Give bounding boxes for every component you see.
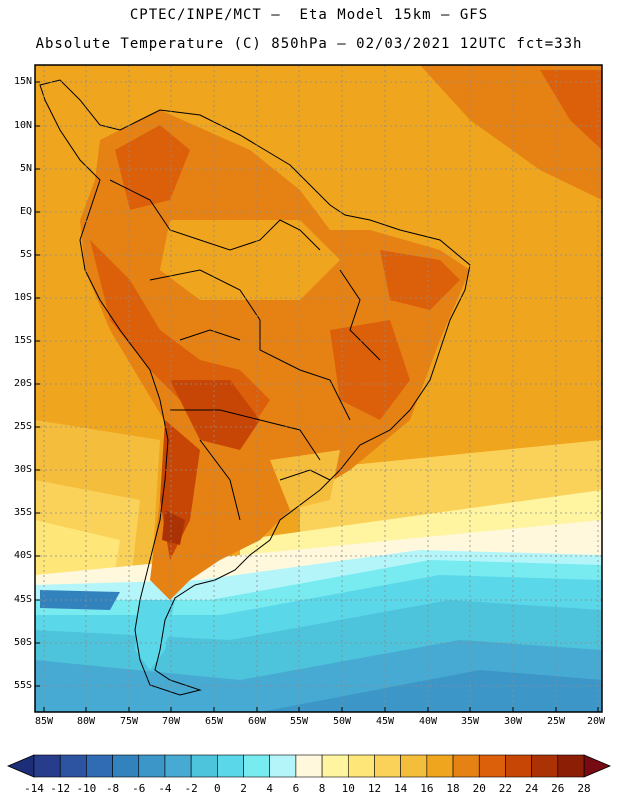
colorbar-label: 20 (472, 782, 486, 795)
lat-label: 5N (19, 163, 32, 174)
colorbar-label: 0 (214, 782, 221, 795)
colorbar-label: 22 (498, 782, 513, 795)
lat-label: 45S (13, 594, 32, 605)
lat-label: 15S (13, 335, 32, 346)
colorbar-label: 26 (551, 782, 565, 795)
colorbar-swatch (138, 754, 166, 778)
map-frame (34, 64, 603, 713)
coastline-borders (39, 79, 471, 696)
chart-title-line2: Absolute Temperature (C) 850hPa – 02/03/… (35, 36, 583, 52)
colorbar-label: 12 (367, 782, 382, 795)
lon-label: 85W (34, 716, 54, 727)
colorbar-label: -10 (76, 782, 97, 795)
lat-label: EQ (19, 206, 32, 217)
colorbar-label: 16 (420, 782, 434, 795)
lat-label: 30S (13, 464, 32, 475)
colorbar-label: 28 (577, 782, 591, 795)
colorbar-label: 14 (394, 782, 408, 795)
colorbar-swatch (295, 754, 323, 778)
lon-label: 20W (586, 716, 606, 727)
axis-ticks (35, 81, 599, 712)
lat-label: 10N (13, 120, 32, 131)
colorbar-label: -6 (132, 782, 146, 795)
colorbar-swatch (190, 754, 218, 778)
lat-label: 5S (19, 249, 32, 260)
lon-label: 25W (546, 716, 566, 727)
colorbar-swatch (374, 754, 401, 778)
colorbar-label: 10 (341, 782, 355, 795)
colorbar-swatch (269, 754, 297, 778)
colorbar-swatch (400, 754, 428, 778)
lon-label: 40W (418, 716, 438, 727)
colorbar-swatch (557, 754, 585, 778)
colorbar-over-arrow (583, 754, 612, 778)
lon-label: 60W (247, 716, 267, 727)
temperature-field (35, 65, 602, 712)
lat-label: 40S (13, 550, 32, 561)
lat-label: 35S (13, 507, 32, 518)
colorbar-swatch (505, 754, 532, 778)
colorbar-label: 18 (446, 782, 460, 795)
colorbar-swatch (321, 754, 349, 778)
lon-label: 75W (119, 716, 139, 727)
colorbar-label: -8 (105, 782, 120, 795)
colorbar (6, 754, 612, 778)
colorbar-swatch (33, 754, 61, 778)
lon-label: 45W (375, 716, 395, 727)
colorbar-label: 24 (524, 782, 539, 795)
colorbar-label: 6 (292, 782, 300, 795)
colorbar-label: 2 (240, 782, 247, 795)
colorbar-swatch (164, 754, 192, 778)
colorbar-label: -14 (24, 782, 44, 795)
lat-label: 10S (13, 292, 32, 303)
lon-label: 35W (460, 716, 480, 727)
colorbar-swatch (112, 754, 140, 778)
lat-label: 25S (13, 421, 32, 432)
lat-label: 55S (13, 680, 32, 691)
colorbar-label: -4 (158, 782, 172, 795)
lon-label: 65W (204, 716, 224, 727)
colorbar-label: -12 (50, 782, 71, 795)
chart-title-line1: CPTEC/INPE/MCT – Eta Model 15km – GFS (129, 7, 489, 23)
colorbar-swatch (478, 754, 506, 778)
lat-label: 15N (13, 76, 32, 87)
colorbar-swatch (452, 754, 480, 778)
lat-label: 20S (13, 378, 32, 389)
colorbar-label: -2 (184, 782, 198, 795)
colorbar-swatch (531, 754, 559, 778)
lat-label: 50S (13, 637, 32, 648)
colorbar-swatch (426, 754, 454, 778)
colorbar-swatch (347, 754, 375, 778)
colorbar-label: 4 (266, 782, 274, 795)
colorbar-swatch (86, 754, 113, 778)
colorbar-swatch (59, 754, 87, 778)
colorbar-label: 8 (318, 782, 326, 795)
lon-label: 70W (161, 716, 181, 727)
lon-label: 80W (76, 716, 96, 727)
lon-label: 50W (332, 716, 352, 727)
colorbar-swatch (217, 754, 244, 778)
colorbar-swatch (243, 754, 271, 778)
colorbar-under-arrow (6, 754, 35, 778)
lon-label: 30W (503, 716, 523, 727)
lon-label: 55W (289, 716, 309, 727)
